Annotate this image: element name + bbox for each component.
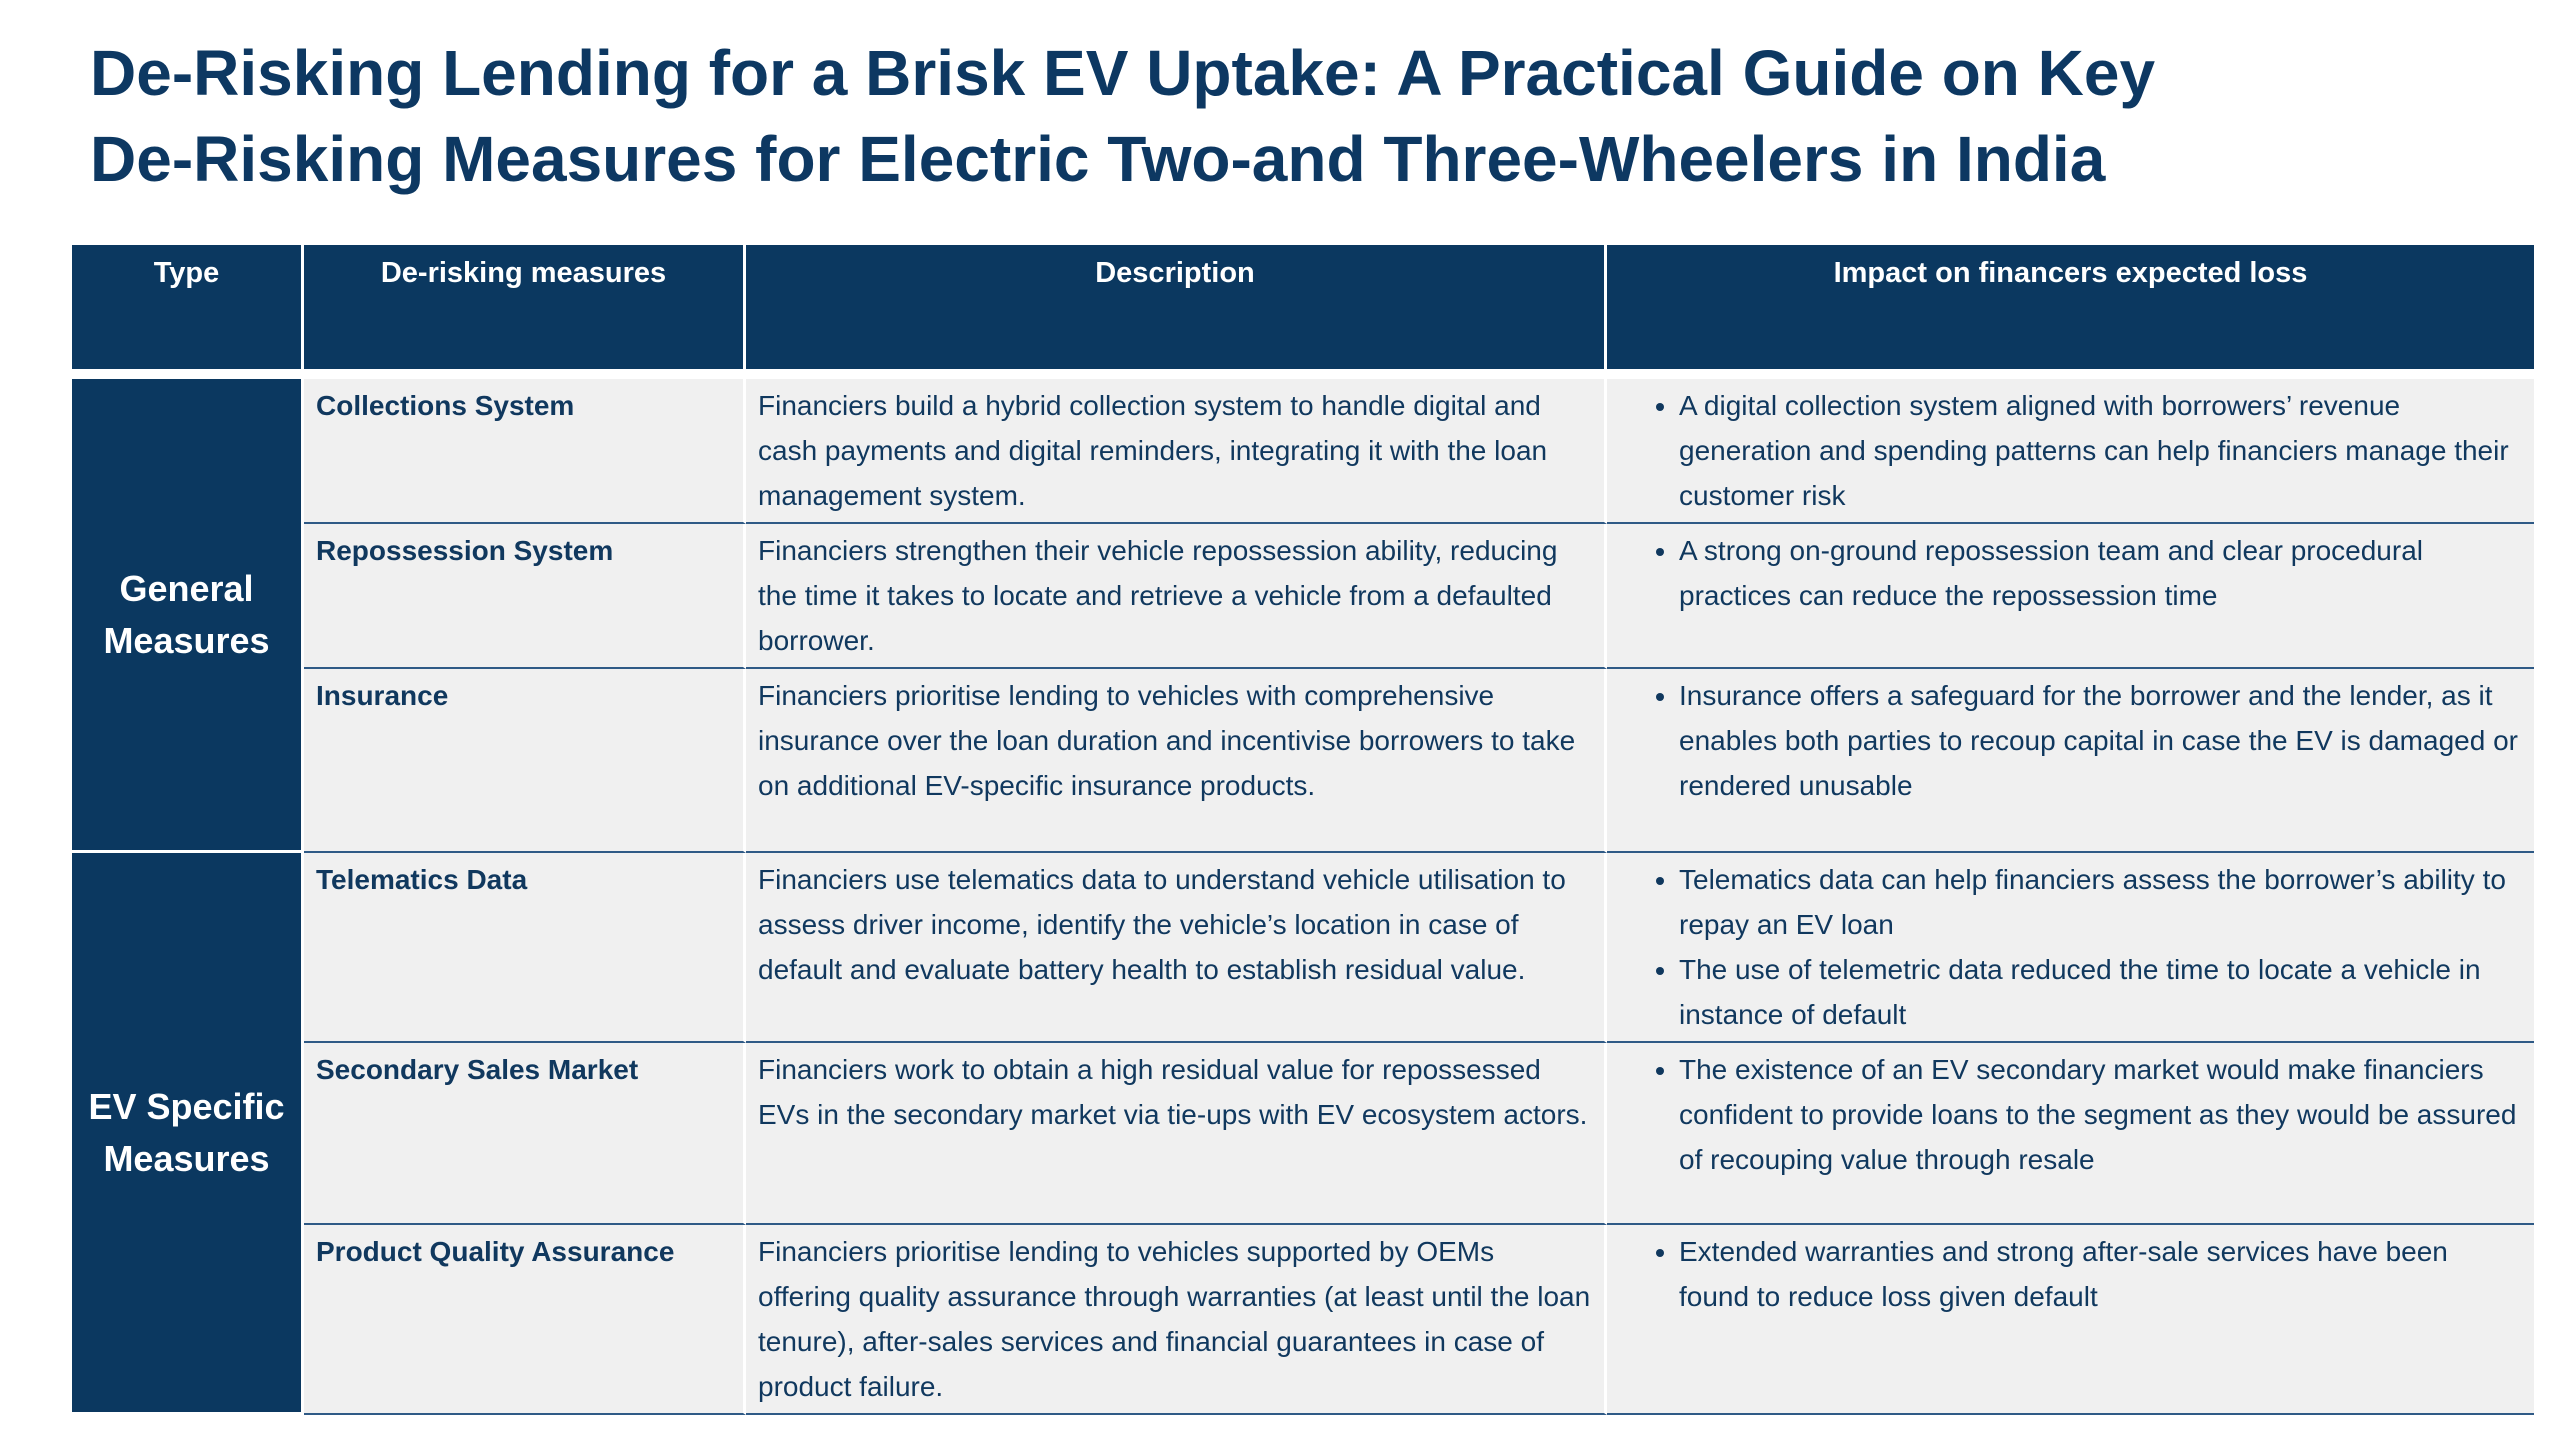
type-cell: EV Specific Measures xyxy=(72,853,304,1415)
impact-item: Insurance offers a safeguard for the bor… xyxy=(1679,673,2522,808)
measure-cell: Collections System xyxy=(304,379,746,524)
slide-title: De-Risking Lending for a Brisk EV Uptake… xyxy=(90,30,2155,202)
impact-list: Extended warranties and strong after-sal… xyxy=(1619,1229,2522,1319)
measure-cell: Product Quality Assurance xyxy=(304,1225,746,1415)
measure-cell: Secondary Sales Market xyxy=(304,1043,746,1225)
title-line: De-Risking Lending for a Brisk EV Uptake… xyxy=(90,37,2156,109)
impact-item: A digital collection system aligned with… xyxy=(1679,383,2522,518)
column-header: Description xyxy=(746,245,1607,379)
impact-cell: A digital collection system aligned with… xyxy=(1607,379,2534,524)
impact-item: The existence of an EV secondary market … xyxy=(1679,1047,2522,1182)
column-header: De-risking measures xyxy=(304,245,746,379)
impact-list: A strong on-ground repossession team and… xyxy=(1619,528,2522,618)
header-row: Type De-risking measures Description Impact… xyxy=(72,245,2534,379)
description-cell: Financiers prioritise lending to vehicle… xyxy=(746,1225,1607,1415)
measures-table: Type De-risking measures Description Impact… xyxy=(72,245,2534,1415)
impact-item: Extended warranties and strong after-sal… xyxy=(1679,1229,2522,1319)
title-line: De-Risking Measures for Electric Two-and… xyxy=(90,123,2106,195)
table-row: Secondary Sales Market Financiers work to… xyxy=(72,1043,2534,1225)
description-cell: Financiers use telematics data to unders… xyxy=(746,853,1607,1043)
impact-list: Telematics data can help financiers asse… xyxy=(1619,857,2522,1037)
measure-cell: Insurance xyxy=(304,669,746,853)
impact-cell: The existence of an EV secondary market … xyxy=(1607,1043,2534,1225)
impact-cell: A strong on-ground repossession team and… xyxy=(1607,524,2534,669)
table-row: Insurance Financiers prioritise lending t… xyxy=(72,669,2534,853)
measure-cell: Repossession System xyxy=(304,524,746,669)
impact-list: The existence of an EV secondary market … xyxy=(1619,1047,2522,1182)
impact-list: A digital collection system aligned with… xyxy=(1619,383,2522,518)
table-row: General Measures Collections System Financ… xyxy=(72,379,2534,853)
impact-cell: Telematics data can help financiers asse… xyxy=(1607,853,2534,1043)
table-row: Repossession System Financiers strengthen… xyxy=(72,524,2534,669)
description-cell: Financiers work to obtain a high residua… xyxy=(746,1043,1607,1225)
measure-cell: Telematics Data xyxy=(304,853,746,1043)
column-header: Impact on financers expected loss xyxy=(1607,245,2534,379)
description-cell: Financiers build a hybrid collection sys… xyxy=(746,379,1607,524)
type-cell: General Measures xyxy=(72,379,304,853)
impact-item: Telematics data can help financiers asse… xyxy=(1679,857,2522,947)
impact-cell: Insurance offers a safeguard for the bor… xyxy=(1607,669,2534,853)
column-header: Type xyxy=(72,245,304,379)
impact-item: A strong on-ground repossession team and… xyxy=(1679,528,2522,618)
table-row: Product Quality Assurance Financiers prio… xyxy=(72,1225,2534,1415)
impact-item: The use of telemetric data reduced the t… xyxy=(1679,947,2522,1037)
impact-cell: Extended warranties and strong after-sal… xyxy=(1607,1225,2534,1415)
impact-list: Insurance offers a safeguard for the bor… xyxy=(1619,673,2522,808)
table-row: EV Specific Measures Telematics Data Finan… xyxy=(72,853,2534,1415)
description-cell: Financiers strengthen their vehicle repo… xyxy=(746,524,1607,669)
description-cell: Financiers prioritise lending to vehicle… xyxy=(746,669,1607,853)
table-body: General Measures Collections System Financ… xyxy=(72,379,2534,1415)
